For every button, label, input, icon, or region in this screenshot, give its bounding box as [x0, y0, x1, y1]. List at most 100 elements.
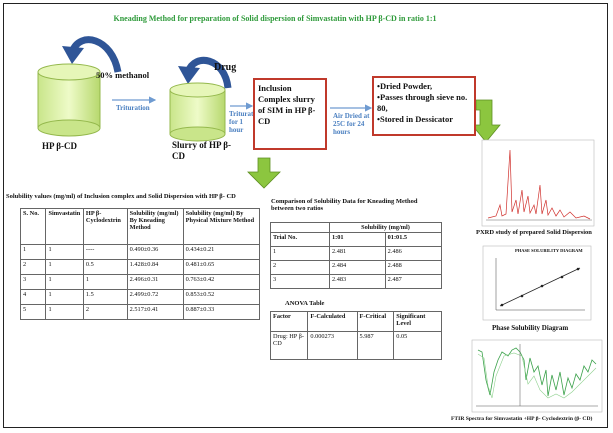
table-cell: 2.499±0.72 — [126, 289, 184, 305]
table-cell: 5 — [19, 304, 47, 320]
figure-caption: FTIR Spectra for Simvastatin +HP β- Cycl… — [451, 416, 593, 422]
frame — [3, 3, 608, 428]
table-cell: 0.481±0.65 — [182, 259, 261, 275]
table-cell: 4 — [19, 289, 47, 305]
table-cell: 1 — [45, 259, 84, 275]
table-header: S. No. Simvastatin HP β-Cyclodextrin Solubi… — [19, 208, 261, 245]
header-cell: S. No. — [19, 208, 47, 245]
result-line: •Dried Powder, — [377, 81, 433, 91]
ftir-plot — [471, 339, 603, 413]
header-cell: 01:01.5 — [384, 232, 443, 247]
table-cell: 0.000273 — [307, 331, 358, 360]
table-row: 3 2.483 2.487 — [269, 274, 443, 289]
header-cell: F-Calculated — [307, 311, 358, 332]
cylinder — [37, 63, 101, 137]
table-row: 1 2.481 2.486 — [269, 246, 443, 261]
table-row: 4 1 1.5 2.499±0.72 0.853±0.52 — [19, 289, 261, 305]
table-cell: 2.488 — [384, 260, 443, 275]
table-cell: 2.496±0.31 — [126, 274, 184, 290]
table-row: Solubility (mg/ml) — [269, 222, 442, 233]
start-label: HP β-CD — [42, 141, 77, 151]
solvent-label: 50% methanol — [96, 70, 150, 80]
result-box: •Dried Powder, •Passes through sieve no. … — [372, 76, 476, 136]
table-row: 2 2.484 2.488 — [269, 260, 443, 275]
header-cell: Significant Level — [393, 311, 442, 332]
figure-caption: Phase Solubility Diagram — [492, 324, 569, 332]
table-cell: 2.484 — [329, 260, 386, 275]
cylinder — [169, 82, 226, 142]
table-cell: ---- — [82, 244, 128, 260]
green-arrow — [471, 99, 501, 143]
result-line: •Stored in Dessicator — [377, 114, 454, 124]
solubility-table: S. No. Simvastatin HP β-Cyclodextrin Solubi… — [19, 208, 261, 320]
table-row: 3 1 1 2.496±0.31 0.763±0.42 — [19, 274, 261, 290]
table-cell: 0.853±0.52 — [182, 289, 261, 305]
table-cell: 1 — [45, 289, 84, 305]
slurry-label: Slurry of HP β-CD — [172, 140, 231, 161]
table-cell: 1 — [82, 274, 128, 290]
comparison-table: Solubility (mg/ml) Trial No. 1:01 01:01.5 1 2… — [269, 222, 443, 289]
table-header: Trial No. 1:01 01:01.5 — [269, 232, 443, 247]
curved-arrow — [68, 36, 122, 73]
header-cell: Factor — [269, 311, 309, 332]
table-title: ANOVA Table — [285, 300, 325, 307]
table-cell: 3 — [269, 274, 331, 289]
header-cell: HP β-Cyclodextrin — [82, 208, 128, 245]
table-cell: 0.887±0.33 — [182, 304, 261, 320]
group-header: Solubility (mg/ml) — [329, 222, 442, 233]
table-cell: 0.05 — [393, 331, 442, 360]
anova-table: Factor F-Calculated F-Critical Significant … — [269, 311, 442, 360]
table-cell: 5.987 — [356, 331, 395, 360]
table-cell: 2.487 — [384, 274, 443, 289]
table-row: 1 1 ---- 0.490±0.36 0.434±0.21 — [19, 244, 261, 260]
table-cell: 1.428±0.84 — [126, 259, 184, 275]
table-title: Solubility values (mg/ml) of Inclusion c… — [6, 193, 236, 200]
header-cell: Solubility (mg/ml) By Physical Mixture M… — [182, 208, 261, 245]
phase-plot — [482, 245, 592, 321]
header-cell: 1:01 — [329, 232, 386, 247]
table-cell: 1.5 — [82, 289, 128, 305]
table-title: Comparison of Solubility Data for Kneadi… — [271, 198, 418, 212]
table-row: 2 1 0.5 1.428±0.84 0.481±0.65 — [19, 259, 261, 275]
table-cell: 0.763±0.42 — [182, 274, 261, 290]
arrow-head — [62, 46, 84, 64]
table-cell: 0.5 — [82, 259, 128, 275]
title: Kneading Method for preparation of Solid… — [113, 14, 437, 23]
curved-arrow — [184, 56, 232, 89]
header-cell: Trial No. — [269, 232, 331, 247]
header-cell: Simvastatin — [45, 208, 84, 245]
table-cell — [269, 222, 331, 233]
drug-label: Drug — [214, 62, 237, 73]
table-cell: Drug: HP β-CD — [269, 331, 309, 360]
table-cell: 2.481 — [329, 246, 386, 261]
table-cell: 2.483 — [329, 274, 386, 289]
table-cell: 1 — [19, 244, 47, 260]
table-cell: 0.490±0.36 — [126, 244, 184, 260]
complex-box: Inclusion Complex slurry of SIM in HP β-… — [253, 78, 327, 150]
result-line: •Passes through sieve no. 80, — [377, 92, 468, 113]
arrow-head — [178, 66, 200, 84]
step-label: Trituration — [116, 104, 150, 112]
table-cell: 3 — [19, 274, 47, 290]
pxrd-plot — [481, 139, 595, 227]
header-cell: F-Critical — [356, 311, 395, 332]
table-row: 5 1 2 2.517±0.41 0.887±0.33 — [19, 304, 261, 320]
plot-title: PHASE SOLUBILITY DIAGRAM — [515, 248, 583, 253]
green-arrow — [247, 157, 281, 189]
table-cell: 1 — [45, 304, 84, 320]
header-cell: Solubility (mg/ml) By Kneading Method — [126, 208, 184, 245]
table-cell: 1 — [269, 246, 331, 261]
table-cell: 0.434±0.21 — [182, 244, 261, 260]
step-label: Air Dried at 25C for 24 hours — [333, 112, 370, 136]
table-cell: 2 — [269, 260, 331, 275]
table-cell: 2.517±0.41 — [126, 304, 184, 320]
table-cell: 2 — [82, 304, 128, 320]
table-cell: 2.486 — [384, 246, 443, 261]
table-cell: 1 — [45, 274, 84, 290]
table-cell: 1 — [45, 244, 84, 260]
table-header: Factor F-Calculated F-Critical Significant … — [269, 311, 442, 332]
table-cell: 2 — [19, 259, 47, 275]
table-row: Drug: HP β-CD 0.000273 5.987 0.05 — [269, 331, 442, 360]
